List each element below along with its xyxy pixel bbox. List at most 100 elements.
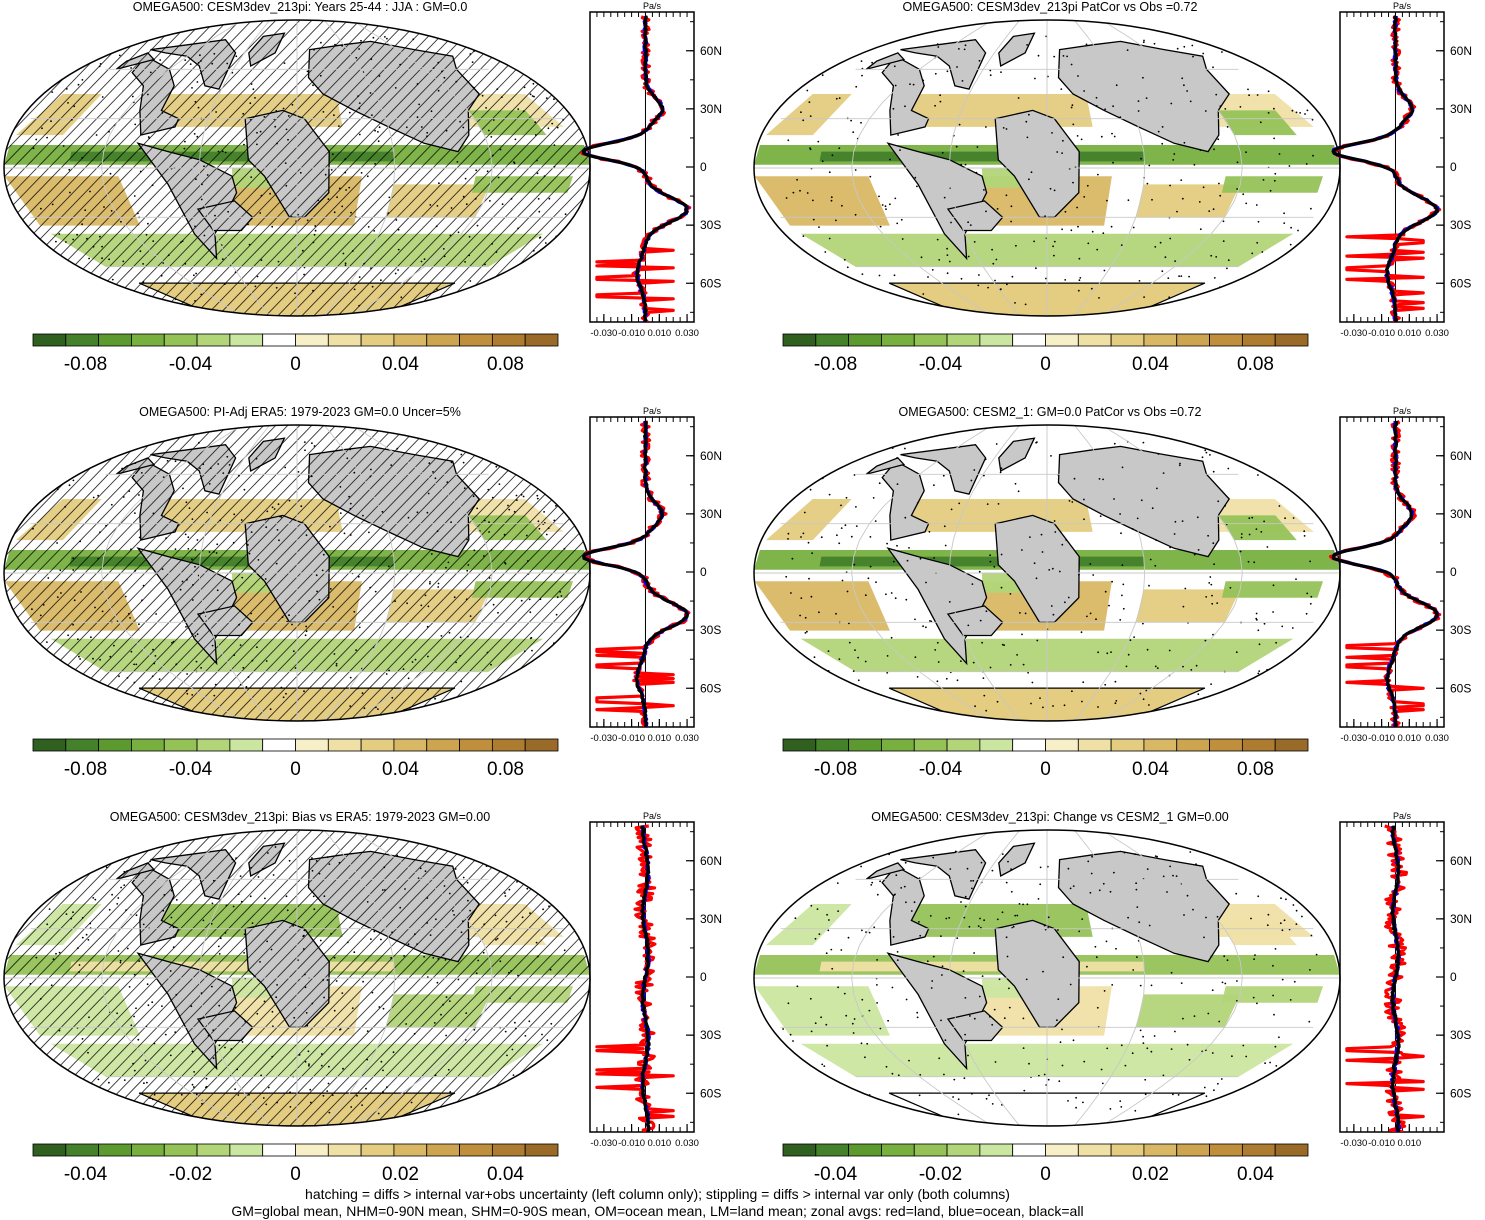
stipple-dot [38, 683, 40, 686]
stipple-dot [1078, 257, 1081, 260]
stipple-dot [936, 680, 939, 683]
hatch-line [63, 425, 365, 721]
stipple-dot [1105, 940, 1108, 943]
stipple-dot [800, 1103, 802, 1106]
stipple-dot [35, 956, 38, 959]
stipple-dot [1077, 75, 1079, 77]
stipple-dot [1174, 1030, 1176, 1033]
stipple-dot [417, 877, 420, 880]
colorbar-segment [98, 738, 132, 752]
stipple-dot [869, 1100, 871, 1103]
stipple-dot [508, 971, 510, 974]
stipple-dot [125, 909, 127, 911]
stipple-dot [871, 61, 873, 64]
stipple-dot [783, 245, 786, 248]
stipple-dot [531, 57, 534, 60]
stipple-dot [1006, 955, 1009, 958]
stipple-dot [505, 920, 508, 923]
stipple-dot [919, 934, 922, 937]
graticule-longitude [198, 20, 271, 316]
stipple-dot [233, 654, 236, 656]
x-tick-label: -0.030 [590, 733, 617, 744]
stipple-dot [941, 151, 944, 154]
stipple-dot [406, 602, 408, 605]
stipple-dot [155, 613, 158, 615]
omega-field-region [1218, 110, 1297, 136]
stipple-dot [1262, 179, 1265, 181]
stipple-dot [180, 1093, 183, 1096]
stipple-dot [1261, 1086, 1263, 1088]
stipple-dot [1057, 929, 1059, 931]
stipple-dot [491, 496, 494, 499]
stipple-dot [991, 869, 994, 872]
hatch-line [435, 20, 590, 316]
stipple-dot [208, 483, 211, 485]
stipple-dot [101, 610, 104, 613]
stipple-dot [499, 960, 502, 963]
stipple-dot [1227, 259, 1230, 262]
stipple-dot [1180, 275, 1183, 277]
stipple-dot [377, 708, 379, 710]
stipple-dot [327, 596, 329, 599]
stipple-dot [553, 519, 556, 522]
colorbar-tick-label: 0 [1040, 1164, 1051, 1185]
stipple-dot [1272, 994, 1274, 997]
stipple-dot [808, 577, 810, 580]
stipple-dot [1091, 230, 1094, 233]
stipple-dot [779, 474, 782, 476]
stipple-dot [424, 870, 427, 873]
stipple-dot [782, 1028, 784, 1030]
stipple-dot [181, 580, 184, 583]
stipple-dot [284, 466, 287, 469]
stipple-dot [396, 854, 399, 857]
stipple-dot [536, 159, 538, 162]
stipple-dot [496, 937, 499, 940]
stipple-dot [316, 590, 318, 593]
stipple-dot [358, 133, 361, 136]
stipple-dot [1131, 528, 1134, 530]
stipple-dot [239, 644, 242, 646]
stipple-dot [344, 264, 347, 266]
stipple-dot [297, 213, 299, 216]
stipple-dot [537, 520, 540, 523]
stipple-dot [331, 153, 334, 156]
stipple-dot [384, 36, 386, 38]
stipple-dot [964, 905, 967, 908]
stipple-dot [286, 909, 289, 912]
stipple-dot [1162, 1074, 1165, 1077]
stipple-dot [60, 1096, 63, 1098]
stipple-dot [843, 992, 846, 995]
stipple-dot [1067, 867, 1070, 870]
stipple-dot [164, 1033, 167, 1036]
stipple-dot [781, 861, 784, 863]
stipple-dot [1083, 1060, 1086, 1063]
stipple-dot [1239, 106, 1242, 108]
stipple-dot [920, 256, 923, 259]
stipple-dot [976, 146, 979, 148]
stipple-dot [550, 1022, 553, 1025]
stipple-dot [1180, 179, 1183, 182]
hatch-line [99, 830, 401, 1126]
stipple-dot [1214, 698, 1216, 701]
stipple-dot [563, 949, 566, 952]
stipple-dot [518, 49, 521, 52]
stipple-dot [1307, 88, 1310, 91]
colorbar-segment [131, 333, 165, 347]
stipple-dot [537, 198, 540, 200]
stipple-dot [960, 163, 963, 166]
stipple-dot [99, 235, 101, 238]
stipple-dot [283, 62, 286, 64]
stipple-dot [564, 867, 566, 870]
stipple-dot [1102, 882, 1105, 885]
stipple-dot [55, 240, 57, 243]
stipple-dot [900, 218, 903, 221]
graticule-longitude [198, 425, 271, 721]
stipple-dot [215, 111, 218, 113]
stipple-dot [67, 102, 69, 104]
stipple-dot [529, 611, 532, 614]
omega-field-region [471, 581, 573, 598]
stipple-dot [1028, 113, 1030, 116]
stipple-dot [1101, 1082, 1104, 1085]
stipple-dot [310, 475, 313, 478]
stipple-dot [363, 262, 366, 265]
